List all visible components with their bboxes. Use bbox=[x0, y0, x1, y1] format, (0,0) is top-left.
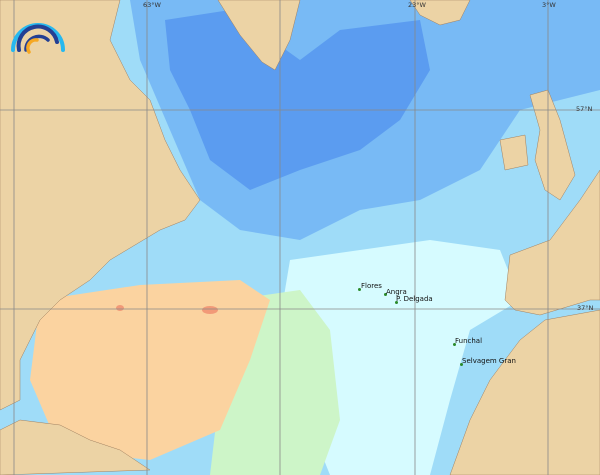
pale-region bbox=[280, 240, 520, 475]
place-label-selvagem-gran[interactable]: Selvagem Gran bbox=[462, 357, 516, 365]
caribbean-islands bbox=[0, 419, 151, 475]
warm-eddy bbox=[202, 306, 218, 314]
ireland bbox=[499, 134, 529, 171]
british-isles bbox=[529, 89, 576, 201]
place-label-funchal[interactable]: Funchal bbox=[455, 337, 483, 345]
north-america bbox=[0, 0, 201, 411]
latitude-label: 57°N bbox=[576, 105, 593, 113]
arc-waves-logo bbox=[11, 23, 65, 54]
place-marker-icon bbox=[384, 293, 387, 296]
place-marker-icon bbox=[460, 363, 463, 366]
africa bbox=[449, 309, 600, 475]
longitude-label: 63°W bbox=[143, 1, 161, 9]
warm-region bbox=[30, 280, 270, 460]
place-label-flores[interactable]: Flores bbox=[361, 282, 382, 290]
place-label-angra[interactable]: Angra bbox=[386, 288, 407, 296]
warm-eddy bbox=[116, 305, 124, 311]
longitude-label: 23°W bbox=[408, 1, 426, 9]
latitude-label: 37°N bbox=[577, 304, 594, 312]
place-marker-icon bbox=[358, 288, 361, 291]
longitude-label: 3°W bbox=[542, 1, 556, 9]
greenland bbox=[217, 0, 301, 71]
deep-blue-region bbox=[165, 10, 430, 190]
place-marker-icon bbox=[395, 301, 398, 304]
place-label-p-delgada[interactable]: P. Delgada bbox=[396, 295, 433, 303]
iceland bbox=[409, 0, 471, 26]
europe bbox=[504, 169, 600, 316]
place-marker-icon bbox=[453, 343, 456, 346]
